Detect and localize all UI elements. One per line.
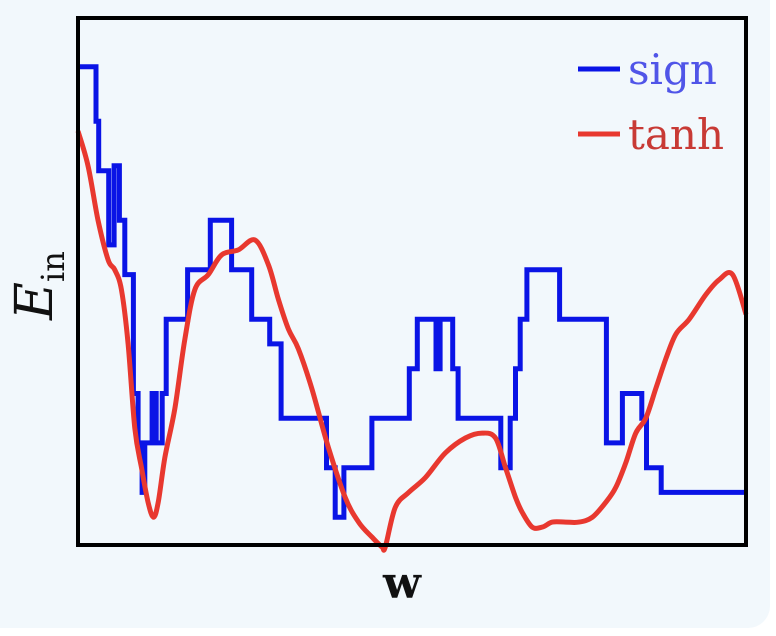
legend-label-tanh: tanh — [628, 110, 724, 159]
legend: sign tanh — [578, 45, 724, 159]
y-axis-label-group: Ein — [5, 251, 72, 321]
series-line-sign — [78, 64, 746, 520]
series-line-tanh — [75, 130, 749, 553]
legend-label-sign: sign — [628, 45, 717, 94]
plot-frame — [76, 16, 748, 547]
y-axis-label: Ein — [5, 251, 72, 321]
y-axis-label-main: E — [5, 282, 65, 321]
plot-layer — [75, 64, 749, 553]
y-axis-label-subscript: in — [34, 251, 72, 282]
x-axis-label: w — [382, 558, 422, 609]
chart-card — [0, 0, 770, 628]
